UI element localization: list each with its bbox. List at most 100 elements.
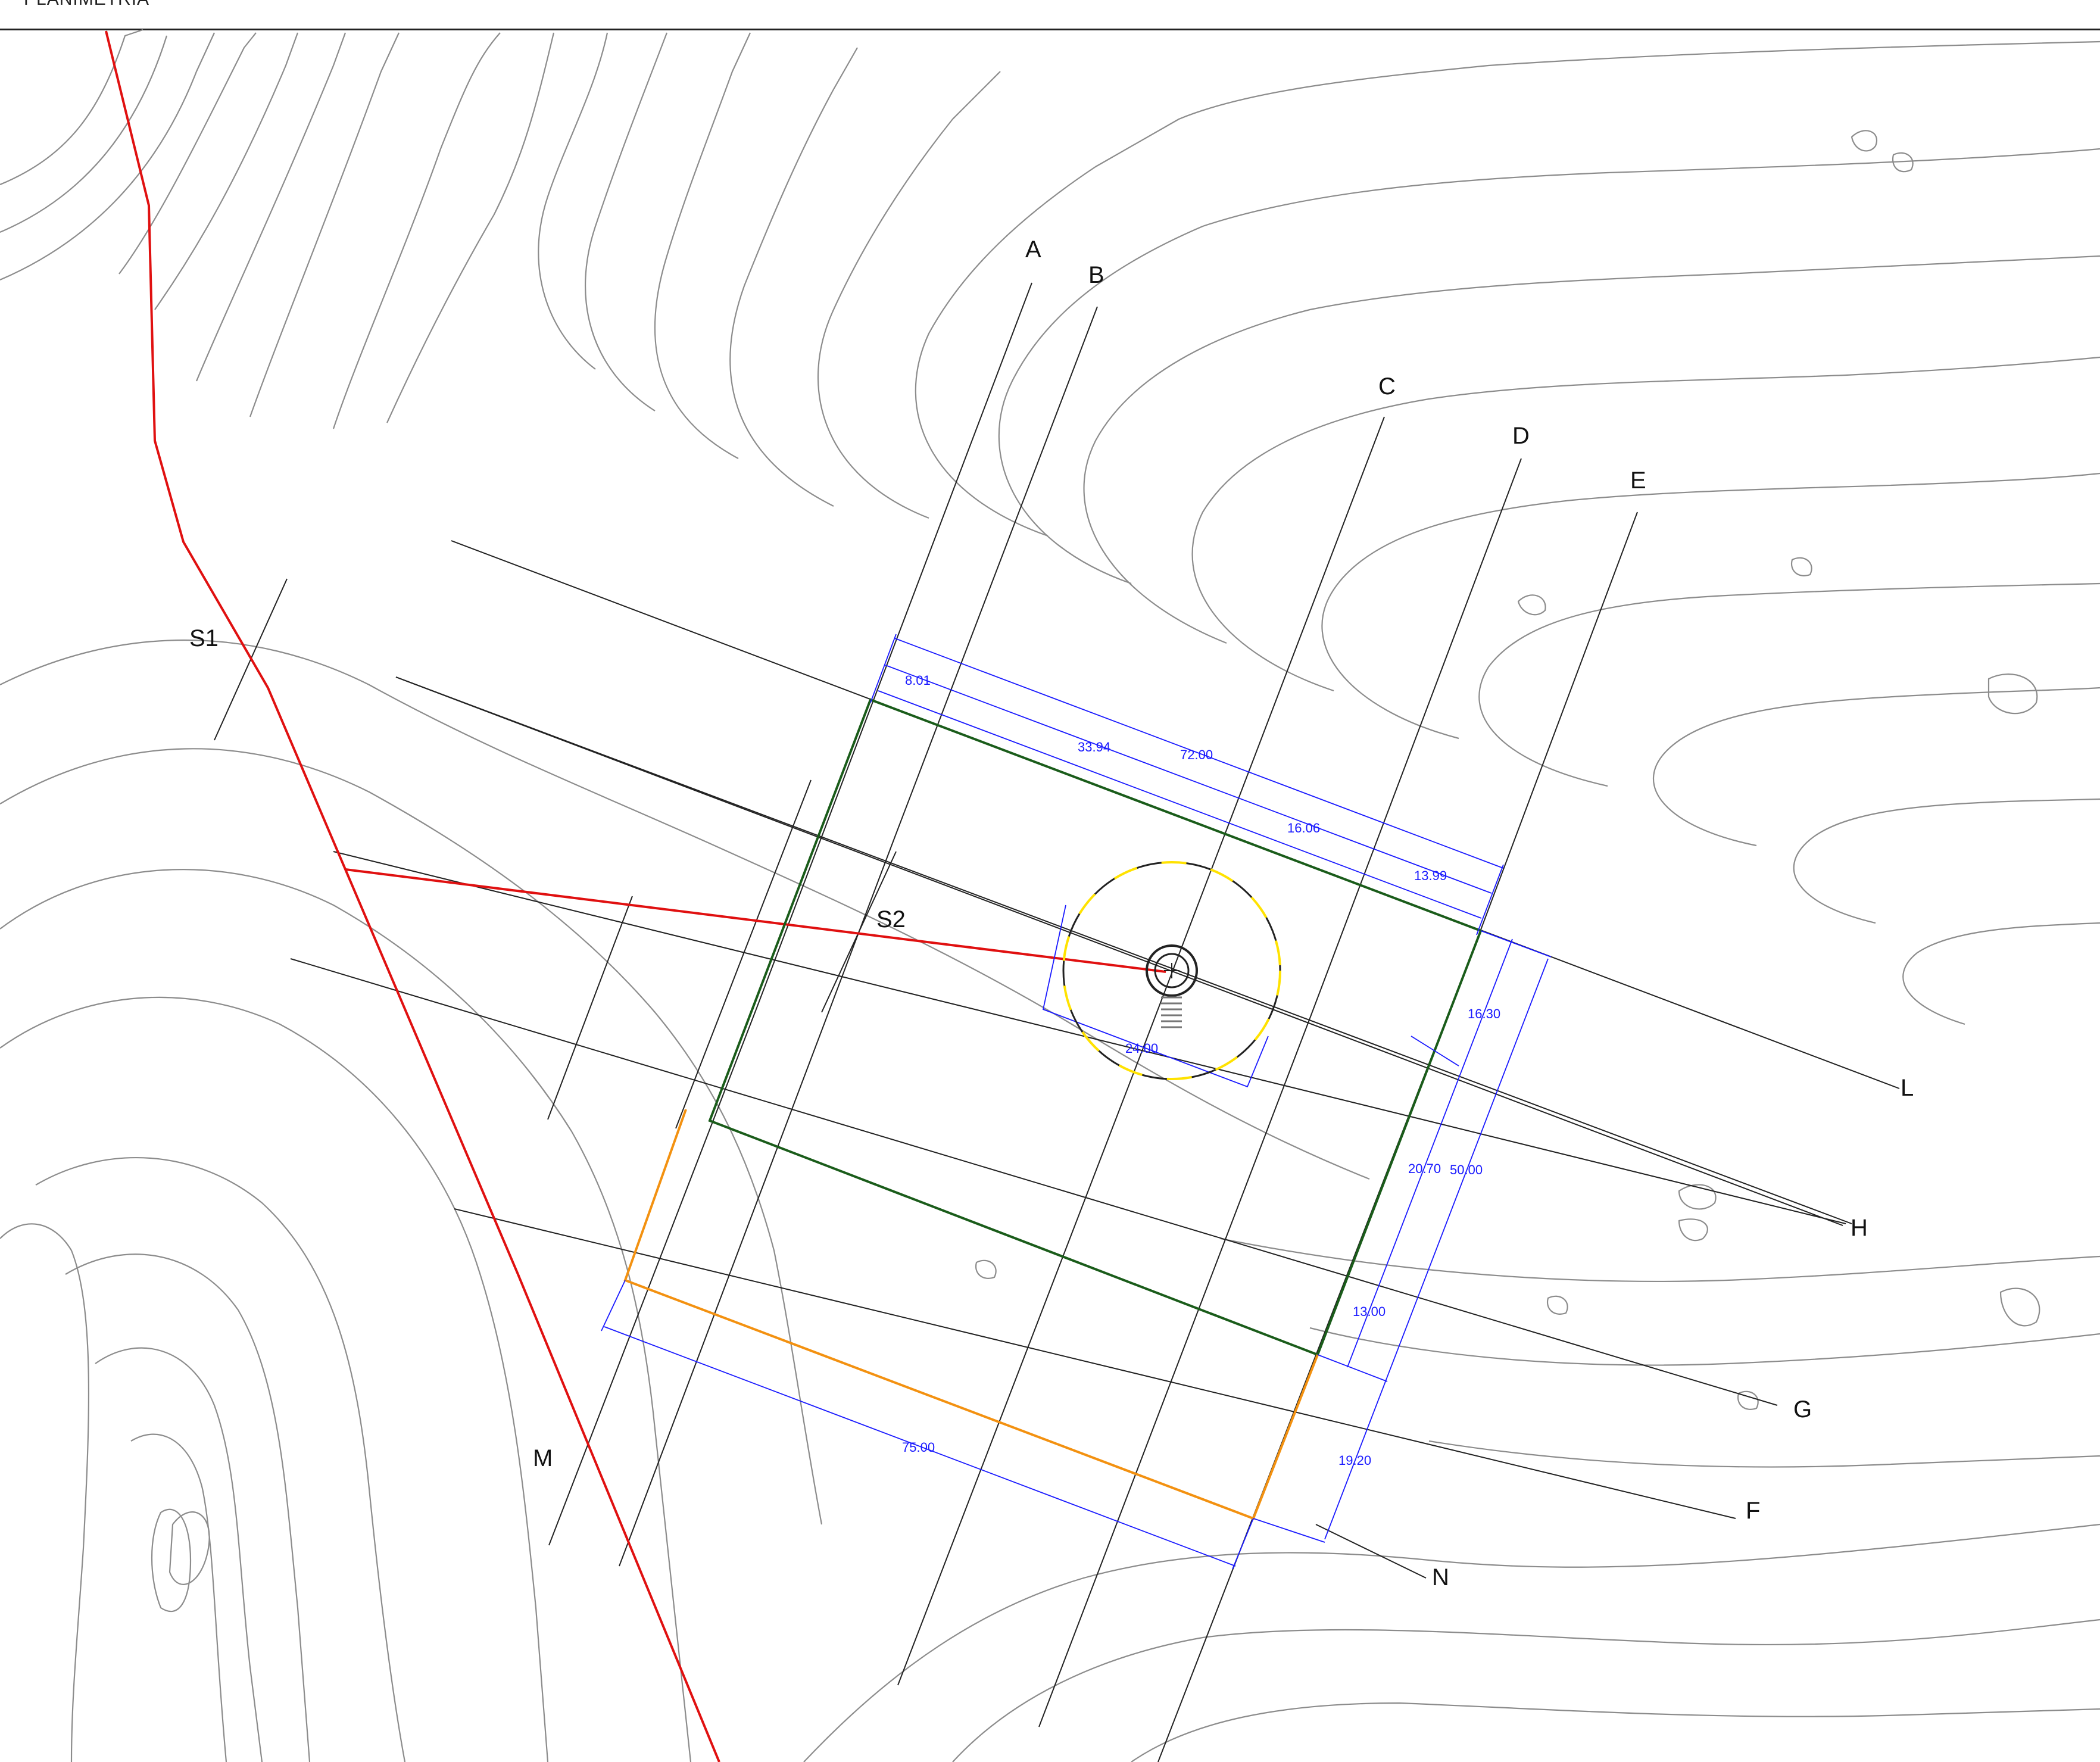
contour-line bbox=[1987, 673, 2038, 715]
contour-line bbox=[729, 47, 858, 507]
contour-line bbox=[538, 32, 609, 370]
label-s1: S1 bbox=[189, 625, 219, 651]
dim-line-top-inner bbox=[878, 690, 1482, 919]
grid-line-c-lower bbox=[897, 1047, 1144, 1686]
section-line-m bbox=[547, 896, 633, 1120]
grid-line-g bbox=[290, 958, 1778, 1406]
red-boundary-branch bbox=[345, 868, 1166, 973]
dim-line-bottom bbox=[604, 1326, 1236, 1567]
contour-line bbox=[1790, 557, 1812, 576]
contour-line bbox=[975, 1259, 997, 1279]
grid-line-h-real bbox=[395, 676, 1843, 1226]
label-f: F bbox=[1746, 1498, 1760, 1524]
grid-line-l-2 bbox=[395, 676, 1852, 1224]
contour-line bbox=[1892, 152, 1914, 173]
contour-line bbox=[952, 1618, 2100, 1762]
dim-20-70: 20.70 bbox=[1408, 1161, 1441, 1176]
dim-tick-top-2 bbox=[1476, 864, 1504, 935]
dim-tick-bottom-2 bbox=[1232, 1518, 1254, 1570]
dim-line-right-1 bbox=[1347, 938, 1513, 1368]
contour-line bbox=[1191, 356, 2100, 692]
grid-lines bbox=[214, 282, 1900, 1762]
dim-75-00: 75.00 bbox=[902, 1440, 935, 1455]
contour-line bbox=[1737, 1390, 1759, 1410]
contour-line bbox=[1428, 1440, 2100, 1468]
label-s2: S2 bbox=[876, 906, 906, 933]
contour-line bbox=[654, 32, 751, 459]
grid-line-b bbox=[895, 306, 1098, 834]
green-plot-polygon bbox=[708, 698, 1483, 1356]
contour-line bbox=[1309, 1327, 2100, 1366]
contour-line bbox=[1131, 1702, 2100, 1762]
contour-line bbox=[1546, 1295, 1568, 1315]
plot-green bbox=[708, 698, 1483, 1356]
dim-line-right-2 bbox=[1324, 958, 1549, 1540]
dim-line-mid-1 bbox=[1411, 1036, 1459, 1066]
contour-line bbox=[915, 40, 2100, 537]
grid-line-s2-extra bbox=[675, 779, 812, 1129]
label-h: H bbox=[1851, 1215, 1868, 1241]
red-boundary-main bbox=[105, 30, 720, 1762]
contour-line bbox=[1678, 1218, 1708, 1242]
red-boundary bbox=[105, 30, 1166, 1762]
dim-tick-right-2 bbox=[1317, 1354, 1388, 1382]
contour-line bbox=[130, 1433, 227, 1762]
contour-line bbox=[0, 639, 1370, 1180]
label-g: G bbox=[1793, 1396, 1812, 1423]
contour-lines bbox=[0, 29, 2100, 1762]
dimension-labels: 8.01 33.94 72.00 16.06 13.99 16.30 20.70… bbox=[902, 673, 1500, 1468]
contour-line bbox=[65, 1253, 311, 1762]
contour-line bbox=[998, 148, 2100, 585]
turbine-area bbox=[1062, 861, 1281, 1080]
plot-orange bbox=[623, 1109, 1319, 1520]
dim-tick-top-1 bbox=[870, 634, 897, 703]
grid-line-d-lower bbox=[1038, 1018, 1310, 1727]
dim-16-06: 16.06 bbox=[1287, 821, 1320, 835]
dim-72-00: 72.00 bbox=[1180, 747, 1213, 762]
contour-line bbox=[585, 32, 668, 411]
contour-line bbox=[154, 32, 299, 310]
contour-line bbox=[332, 32, 501, 429]
contour-line bbox=[0, 996, 549, 1762]
contour-line bbox=[1652, 687, 2100, 847]
dim-8-01: 8.01 bbox=[905, 673, 931, 688]
grid-line-h bbox=[333, 851, 1846, 1224]
dim-tick-right-3 bbox=[1253, 1518, 1325, 1543]
contour-line bbox=[0, 869, 692, 1762]
contour-line bbox=[803, 1523, 2100, 1762]
dim-line-top-outer bbox=[894, 638, 1504, 869]
turbine-buffer-circle-yellow bbox=[1062, 861, 1281, 1080]
contour-line bbox=[0, 748, 823, 1525]
dim-33-94: 33.94 bbox=[1078, 740, 1110, 754]
contour-line bbox=[817, 71, 1001, 519]
contour-line bbox=[95, 1347, 263, 1762]
contour-line bbox=[1678, 1184, 1717, 1210]
contour-line bbox=[0, 32, 215, 281]
contour-line bbox=[195, 32, 347, 382]
grid-line-f bbox=[454, 1208, 1736, 1519]
section-line-s2 bbox=[821, 851, 897, 1013]
contour-line bbox=[151, 1508, 192, 1612]
wind-turbine-symbol-icon bbox=[1146, 944, 1198, 1028]
contour-line bbox=[1478, 582, 2100, 787]
label-l: L bbox=[1901, 1075, 1914, 1101]
drawing-title: PLANIMETRIA bbox=[24, 0, 149, 10]
dim-line-turbine-box bbox=[1042, 905, 1269, 1088]
label-n: N bbox=[1432, 1564, 1449, 1591]
contour-line bbox=[1321, 472, 2100, 740]
contour-line bbox=[118, 32, 257, 275]
label-m: M bbox=[533, 1445, 553, 1471]
contour-line bbox=[1793, 798, 2100, 924]
grid-line-b-lower bbox=[619, 833, 897, 1567]
grid-line-e bbox=[1476, 512, 1638, 941]
label-e: E bbox=[1630, 467, 1646, 494]
orange-plot-polyline bbox=[623, 1109, 1319, 1520]
contour-line bbox=[0, 1223, 90, 1762]
label-a: A bbox=[1025, 236, 1041, 263]
contour-line bbox=[35, 1156, 406, 1762]
grid-line-d bbox=[1309, 458, 1522, 1019]
dim-19-20: 19.20 bbox=[1338, 1453, 1371, 1468]
contour-line bbox=[1517, 594, 1546, 616]
dim-tick-bottom-1 bbox=[601, 1280, 626, 1331]
